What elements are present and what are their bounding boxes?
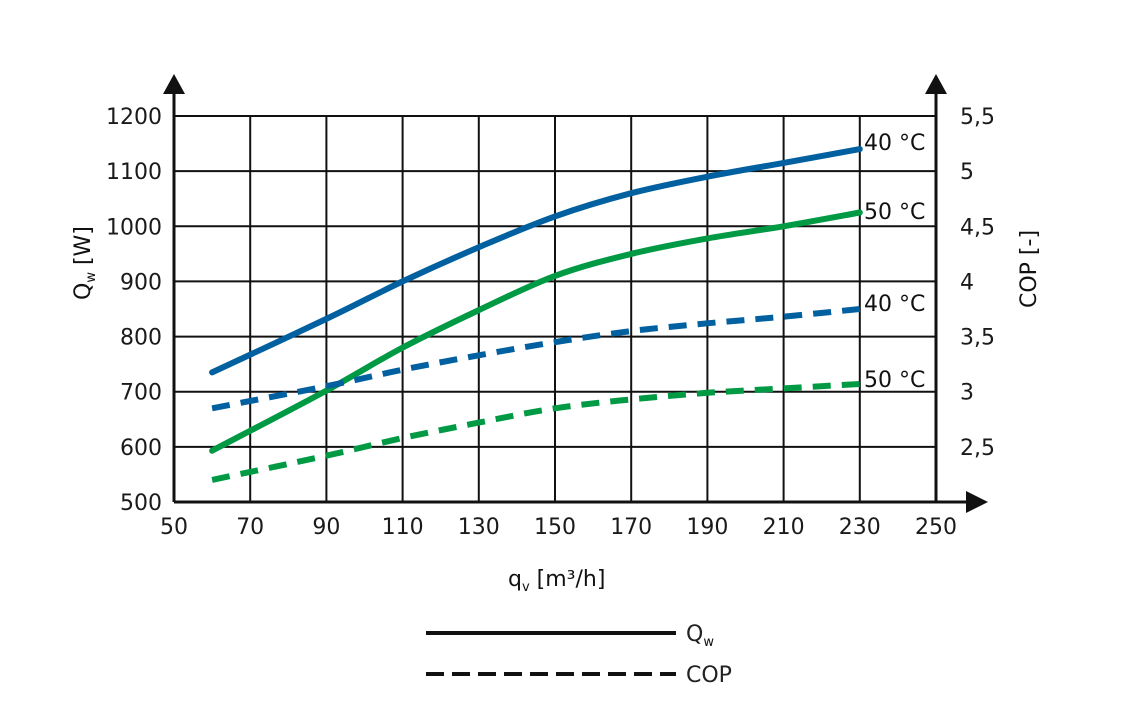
y-right-tick-label: 3 (960, 381, 974, 406)
x-axis-title-sub: v (522, 580, 530, 595)
legend: Qw COP (426, 622, 732, 688)
x-tick-label: 170 (610, 515, 652, 540)
curve-labels: 40 °C 50 °C 40 °C 50 °C (864, 131, 925, 393)
x-axis-title-main: q (508, 567, 522, 592)
y-right-tick-label: 5 (960, 160, 974, 185)
y-right-axis-arrow (925, 74, 947, 94)
x-axis-arrow (966, 491, 988, 513)
y-left-tick-label: 600 (120, 436, 162, 461)
legend-qw-sub: w (703, 635, 714, 650)
x-tick-label: 90 (312, 515, 340, 540)
series-line-cop-50 (211, 381, 860, 483)
series-group (209, 146, 863, 483)
x-tick-label: 250 (915, 515, 957, 540)
y-left-axis-title-sub: w (84, 272, 99, 283)
legend-qw-label: Qw (686, 622, 714, 650)
y-left-axis-title-main: Q (71, 283, 96, 300)
curve-label-cop-40: 40 °C (864, 292, 925, 317)
y-left-tick-label: 700 (120, 381, 162, 406)
x-tick-label: 210 (763, 515, 805, 540)
y-left-axis-title-unit: [W] (71, 226, 96, 272)
x-tick-label: 110 (382, 515, 424, 540)
y-left-tick-label: 500 (120, 491, 162, 516)
curve-label-cop-50: 50 °C (864, 368, 925, 393)
x-tick-label: 150 (534, 515, 576, 540)
x-tick-label: 50 (160, 515, 188, 540)
x-tick-label: 230 (839, 515, 881, 540)
grid (174, 115, 936, 502)
x-axis-title-unit: [m³/h] (530, 567, 606, 592)
x-tick-label: 130 (458, 515, 500, 540)
curve-label-qw-40: 40 °C (864, 131, 925, 156)
y-left-axis-arrow (163, 74, 185, 94)
y-left-tick-label: 1100 (106, 160, 162, 185)
tick-labels: 50 70 90 110 130 150 170 190 210 230 250 500 600 700 8… (106, 105, 995, 540)
y-right-tick-label: 3,5 (960, 326, 995, 351)
y-left-tick-label: 1200 (106, 105, 162, 130)
y-left-tick-label: 800 (120, 326, 162, 351)
y-right-tick-label: 4 (960, 270, 974, 295)
series-line-cop-40 (211, 306, 861, 412)
y-left-tick-label: 900 (120, 270, 162, 295)
legend-cop-label: COP (686, 663, 732, 688)
y-right-tick-label: 4,5 (960, 215, 995, 240)
x-tick-label: 190 (686, 515, 728, 540)
curve-label-qw-50: 50 °C (864, 200, 925, 225)
y-left-tick-label: 1000 (106, 215, 162, 240)
series-line-qw-50 (209, 209, 863, 454)
y-right-tick-label: 2,5 (960, 436, 995, 461)
legend-qw-main: Q (686, 622, 703, 647)
y-right-axis-title: COP [-] (1017, 230, 1042, 308)
y-right-tick-label: 5,5 (960, 105, 995, 130)
x-axis-title: qv [m³/h] (508, 567, 605, 595)
series-line-qw-40 (209, 146, 863, 376)
axes (163, 74, 988, 513)
x-tick-label: 70 (236, 515, 264, 540)
y-left-axis-title: Qw [W] (71, 226, 99, 300)
